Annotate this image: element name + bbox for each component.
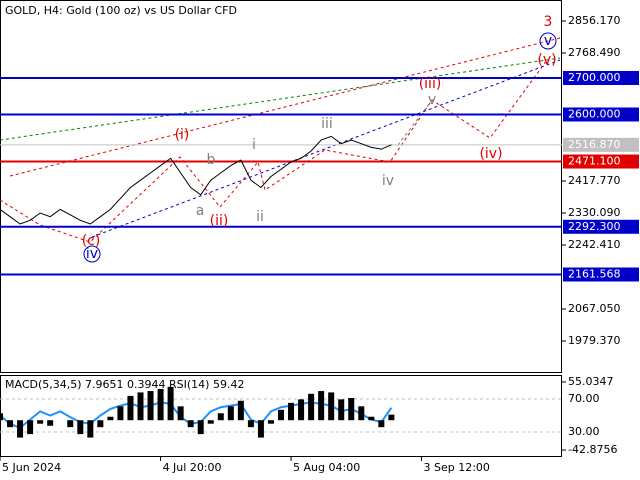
wave-label: iv — [86, 246, 98, 262]
level-label: 2161.568 — [568, 267, 621, 280]
y-tick-label: 2067.050 — [568, 302, 621, 315]
wave-label: i — [252, 137, 256, 153]
wave-circle — [83, 245, 101, 263]
macd-bar — [338, 399, 345, 421]
y-tick-label: 2330.090 — [568, 206, 621, 219]
y-tick-label: 2242.410 — [568, 238, 621, 251]
macd-bar — [187, 420, 194, 428]
level-label: 2700.000 — [568, 71, 621, 84]
wave-label: (c) — [82, 233, 101, 249]
macd-bar — [0, 413, 3, 421]
y-tick-label: 70.00 — [568, 392, 600, 405]
macd-bar — [177, 406, 184, 421]
macd-bar — [247, 420, 254, 428]
rsi-line — [0, 401, 393, 430]
macd-bar — [157, 388, 164, 421]
macd-bar — [87, 420, 94, 438]
macd-bar — [368, 416, 375, 421]
y-tick-label: 2768.490 — [568, 46, 621, 59]
main-panel — [0, 0, 562, 373]
green-channel — [0, 57, 561, 141]
blue-channel — [91, 59, 561, 238]
macd-bar — [117, 406, 124, 421]
macd-bar — [298, 399, 305, 421]
y-tick-label: 1979.370 — [568, 334, 621, 347]
macd-bar — [197, 420, 204, 435]
macd-bar — [278, 409, 284, 421]
chart-title: GOLD, H4: Gold (100 oz) vs US Dollar CFD — [5, 4, 237, 17]
macd-bar — [217, 413, 224, 421]
level-label: 2600.000 — [568, 107, 621, 120]
wave-label: 3 — [544, 14, 553, 30]
level-label: 2471.100 — [568, 155, 621, 168]
x-tick-label: 3 Sep 12:00 — [424, 461, 490, 474]
macd-bar — [97, 420, 104, 428]
wave-paths — [0, 37, 561, 243]
macd-bar — [207, 420, 214, 424]
wave-label: b — [207, 152, 216, 168]
macd-bar — [257, 420, 264, 438]
macd-bar — [107, 416, 114, 421]
macd-bar — [137, 392, 144, 421]
macd-bar — [167, 386, 174, 421]
level-tag — [563, 137, 639, 152]
macd-bar — [67, 420, 74, 428]
y2-tick-label: -42.8756 — [568, 443, 617, 456]
y-tick-label: 2856.170 — [568, 14, 621, 27]
y-tick-label: 30.00 — [568, 425, 600, 438]
macd-bar — [47, 420, 54, 426]
y2-tick-label: 55.0347 — [568, 375, 614, 388]
wave-circle — [539, 32, 557, 50]
red-wave — [0, 59, 548, 243]
level-tag — [563, 219, 639, 234]
wave-label: a — [196, 203, 205, 219]
macd-bar — [77, 420, 84, 435]
level-tag — [563, 267, 639, 282]
macd-bar — [288, 402, 295, 421]
wave-label: (iv) — [479, 146, 502, 162]
wave-label: iv — [382, 173, 394, 189]
wave-label: (iii) — [419, 76, 442, 92]
x-tick-label: 4 Jul 20:00 — [163, 461, 222, 474]
macd-bar — [328, 392, 335, 421]
macd-bar — [378, 420, 385, 428]
macd-bar — [227, 406, 234, 421]
wave-label: iii — [321, 116, 333, 132]
macd-bar — [318, 391, 325, 421]
x-tick-label: 5 Jun 2024 — [2, 461, 61, 474]
macd-bar — [27, 420, 34, 435]
level-label: 2516.870 — [568, 138, 621, 151]
macd-bar — [308, 393, 315, 421]
level-tag — [563, 70, 639, 85]
macd-bar — [358, 406, 365, 421]
macd-bar — [237, 400, 244, 421]
level-label: 2292.300 — [568, 220, 621, 233]
x-tick-label: 5 Aug 04:00 — [293, 461, 360, 474]
macd-bar — [17, 420, 24, 438]
macd-bar — [388, 414, 395, 421]
macd-bar — [37, 420, 44, 424]
macd-bar — [267, 420, 274, 424]
wave-label: v — [544, 33, 552, 49]
wave-label: (i) — [175, 127, 190, 143]
wave-label: ii — [256, 209, 264, 225]
macd-bar — [147, 391, 154, 421]
level-tag — [563, 154, 639, 169]
wave-label: (v) — [537, 52, 556, 68]
indicator-title: MACD(5,34,5) 7.9651 0.3944 RSI(14) 59.42 — [5, 378, 244, 391]
wave-label: v — [428, 92, 436, 108]
wave-label: (ii) — [210, 213, 229, 229]
y-tick-label: 2417.770 — [568, 174, 621, 187]
macd-bar — [348, 397, 355, 421]
red-channel — [9, 37, 561, 177]
macd-bar — [127, 395, 134, 421]
level-tag — [563, 107, 639, 122]
price-line — [0, 135, 392, 225]
macd-bar — [7, 420, 14, 428]
